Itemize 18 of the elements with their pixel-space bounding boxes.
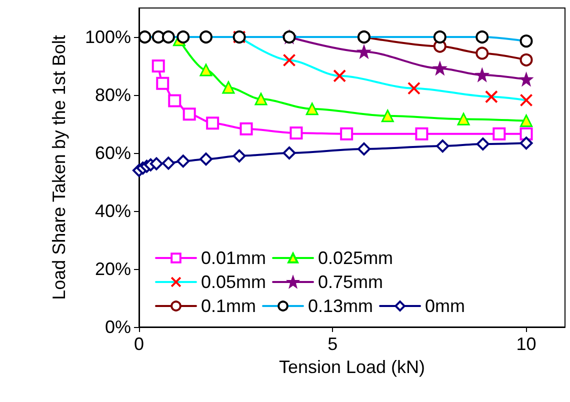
legend-label: 0.05mm — [201, 272, 266, 292]
legend-label: 0.025mm — [318, 248, 394, 268]
legend-label: 0.13mm — [308, 296, 374, 316]
x-axis-title: Tension Load (kN) — [278, 356, 426, 377]
y-tick-label: 80% — [94, 85, 131, 105]
y-tick-label: 60% — [94, 143, 131, 163]
legend-label: 0mm — [425, 296, 466, 316]
y-tick-label: 20% — [94, 259, 131, 279]
legend-label: 0.1mm — [201, 296, 256, 316]
x-tick-label: 10 — [516, 334, 536, 354]
x-tick-label: 5 — [328, 334, 338, 354]
y-tick-label: 100% — [84, 27, 131, 47]
x-tick-label: 0 — [134, 334, 144, 354]
y-tick-label: 0% — [104, 317, 131, 337]
y-tick-label: 40% — [94, 201, 131, 221]
legend-label: 0.01mm — [201, 248, 266, 268]
legend-label: 0.75mm — [318, 272, 384, 292]
y-axis-title: Load Share Taken by the 1st Bolt — [49, 35, 69, 300]
